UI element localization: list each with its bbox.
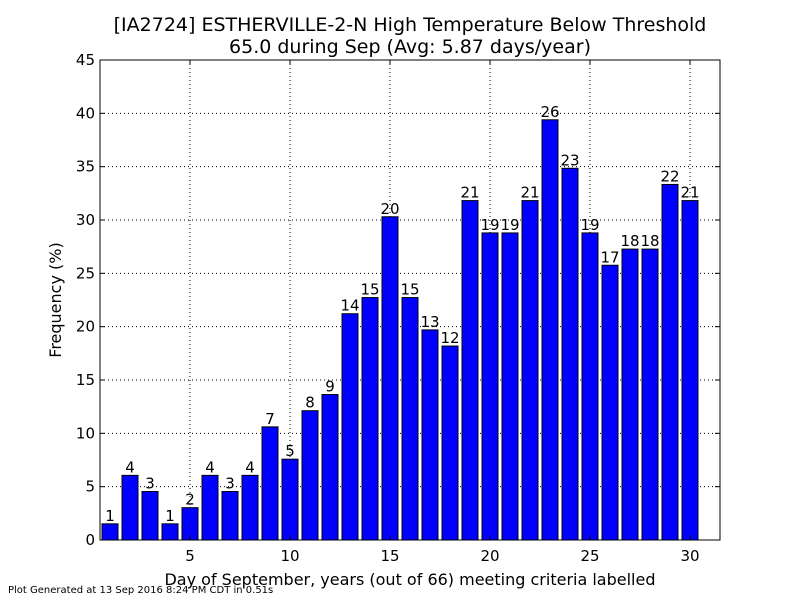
bar-count-label: 26 — [540, 103, 559, 121]
bar — [221, 491, 239, 541]
x-tick-label: 20 — [480, 547, 499, 565]
y-tick-label: 30 — [76, 211, 95, 229]
bar-count-label: 4 — [125, 458, 135, 476]
bar — [441, 345, 459, 541]
bar — [681, 200, 699, 541]
y-tick-label: 40 — [76, 104, 95, 122]
bar-count-label: 15 — [360, 281, 379, 299]
bar-count-label: 14 — [340, 297, 359, 315]
bar-count-label: 23 — [560, 151, 579, 169]
bar-count-label: 19 — [500, 216, 519, 234]
bar — [561, 167, 579, 541]
bar-count-label: 21 — [680, 184, 699, 202]
x-tick-label: 5 — [185, 547, 195, 565]
bar — [161, 523, 179, 541]
bar-count-label: 4 — [205, 458, 215, 476]
bar — [301, 410, 319, 541]
x-tick-label: 10 — [280, 547, 299, 565]
y-tick-label: 5 — [85, 478, 95, 496]
bar — [401, 297, 419, 541]
bar — [661, 183, 679, 541]
y-axis-label: Frequency (%) — [46, 242, 65, 357]
chart-title-line2: 65.0 during Sep (Avg: 5.87 days/year) — [229, 36, 591, 58]
bar — [241, 474, 259, 541]
bar-count-label: 3 — [225, 475, 235, 493]
bar — [201, 474, 219, 541]
bar — [621, 248, 639, 541]
x-tick-label: 15 — [380, 547, 399, 565]
bar-count-label: 1 — [105, 507, 115, 525]
bar — [641, 248, 659, 541]
bar-count-label: 4 — [245, 458, 255, 476]
bar-count-label: 18 — [640, 232, 659, 250]
bar-count-label: 15 — [400, 281, 419, 299]
bar-count-label: 1 — [165, 507, 175, 525]
bar-count-label: 2 — [185, 491, 195, 509]
bar — [461, 200, 479, 541]
y-tick-label: 0 — [85, 531, 95, 549]
bar — [341, 313, 359, 541]
bar — [261, 426, 279, 541]
bar-count-label: 3 — [145, 475, 155, 493]
bar — [581, 232, 599, 541]
bar-count-label: 13 — [420, 313, 439, 331]
bar-count-label: 19 — [480, 216, 499, 234]
x-axis-label: Day of September, years (out of 66) meet… — [164, 570, 655, 589]
bar-count-label: 12 — [440, 329, 459, 347]
y-tick-label: 25 — [76, 264, 95, 282]
y-tick-label: 35 — [76, 158, 95, 176]
bar — [361, 297, 379, 541]
bar — [481, 232, 499, 541]
bar-count-label: 7 — [265, 410, 275, 428]
bar — [281, 458, 299, 541]
bar-count-label: 17 — [600, 248, 619, 266]
y-tick-label: 45 — [76, 51, 95, 69]
chart-title-line1: [IA2724] ESTHERVILLE-2-N High Temperatur… — [114, 14, 707, 36]
y-tick-label: 20 — [76, 318, 95, 336]
bar — [321, 394, 339, 541]
bar — [501, 232, 519, 541]
bar — [381, 216, 399, 541]
bar-count-label: 19 — [580, 216, 599, 234]
bars — [101, 119, 699, 541]
bar — [141, 491, 159, 541]
bar-count-label: 8 — [305, 394, 315, 412]
bar-count-label: 9 — [325, 378, 335, 396]
bar-count-label: 18 — [620, 232, 639, 250]
bar — [601, 264, 619, 541]
bar-count-label: 5 — [285, 442, 295, 460]
bar-count-label: 21 — [460, 184, 479, 202]
x-tick-label: 25 — [580, 547, 599, 565]
y-tick-label: 15 — [76, 371, 95, 389]
bar — [421, 329, 439, 541]
bar — [541, 119, 559, 541]
plot-frame — [99, 59, 721, 541]
bar-count-label: 20 — [380, 200, 399, 218]
bar-count-label: 22 — [660, 167, 679, 185]
plot-generated-footer: Plot Generated at 13 Sep 2016 8:24 PM CD… — [8, 585, 274, 596]
x-tick-label: 30 — [680, 547, 699, 565]
bar-count-label: 21 — [520, 184, 539, 202]
bar — [121, 474, 139, 541]
bar — [101, 523, 119, 541]
bar — [521, 200, 539, 541]
y-tick-label: 10 — [76, 424, 95, 442]
